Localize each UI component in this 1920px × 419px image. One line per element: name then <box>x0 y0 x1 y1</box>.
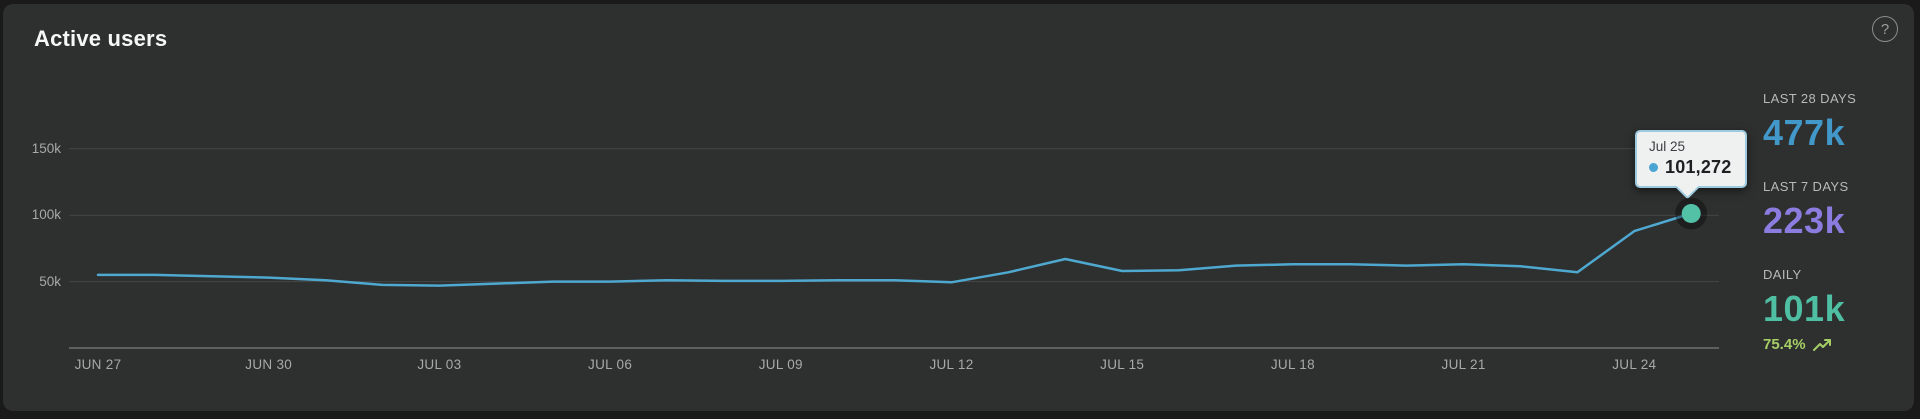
y-tick-label: 100k <box>31 207 61 223</box>
trend-indicator: 75.4% <box>1763 336 1920 353</box>
y-axis-labels: 50k 100k 150k <box>3 104 61 354</box>
stat-value: 477k <box>1763 112 1846 153</box>
stat-label: DAILY <box>1763 267 1802 282</box>
trending-up-icon <box>1812 339 1831 351</box>
x-tick-label: JUL 06 <box>588 357 633 372</box>
x-tick-label: JUL 12 <box>929 357 974 372</box>
x-tick-label: JUL 09 <box>758 357 803 372</box>
stat-daily: DAILY 101k 75.4% <box>1763 267 1920 353</box>
x-tick-label: JUN 30 <box>245 357 293 372</box>
help-button[interactable]: ? <box>1872 16 1898 42</box>
stats-panel: LAST 28 DAYS 477k LAST 7 DAYS 223k DAILY… <box>1763 91 1920 379</box>
stat-last-7-days: LAST 7 DAYS 223k <box>1763 179 1920 241</box>
x-tick-label: JUL 18 <box>1270 357 1315 372</box>
trend-value: 75.4% <box>1763 336 1806 353</box>
x-tick-label: JUN 27 <box>74 357 122 372</box>
tooltip-series-dot <box>1649 163 1658 172</box>
tooltip-value-row: 101,272 <box>1649 157 1731 178</box>
x-tick-label: JUL 03 <box>417 357 462 372</box>
page-title: Active users <box>34 26 168 51</box>
y-tick-label: 50k <box>39 273 61 289</box>
x-tick-label: JUL 21 <box>1441 357 1486 372</box>
active-users-chart[interactable]: 50k 100k 150k JUN 27 JUN 30 JUL 03 JUL 06 JUL … <box>3 4 1920 419</box>
tooltip-date: Jul 25 <box>1649 139 1686 154</box>
chart-svg[interactable] <box>69 104 1719 354</box>
stat-value: 101k <box>1763 288 1846 329</box>
question-icon: ? <box>1880 20 1890 38</box>
x-tick-label: JUL 24 <box>1612 357 1657 372</box>
stat-value: 223k <box>1763 200 1846 241</box>
tooltip-value: 101,272 <box>1665 157 1732 177</box>
x-tick-label: JUL 15 <box>1100 357 1145 372</box>
y-tick-label: 150k <box>31 140 61 156</box>
x-axis-labels: JUN 27 JUN 30 JUL 03 JUL 06 JUL 09 JUL 12 JUL … <box>69 357 1719 377</box>
active-users-card: Active users ? 50k 100k 150k JUN 27 JUN 30 J… <box>3 4 1914 411</box>
stat-label: LAST 7 DAYS <box>1763 179 1849 194</box>
chart-tooltip: Jul 25 101,272 <box>1635 130 1748 188</box>
stat-last-28-days: LAST 28 DAYS 477k <box>1763 91 1920 153</box>
stat-label: LAST 28 DAYS <box>1763 91 1857 106</box>
